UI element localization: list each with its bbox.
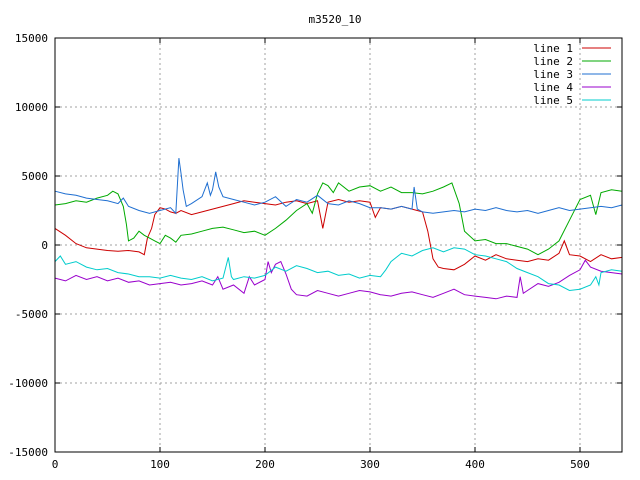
y-tick-label: -10000: [8, 377, 48, 390]
axis-tick-labels: 0 100 200 300 400 500 -15000 -10000 -5000 0 5000 10…: [8, 32, 590, 471]
y-tick-label: -15000: [8, 446, 48, 459]
series-line-1: [54, 198, 623, 271]
series-lines: [54, 158, 623, 300]
series-line-4: [54, 259, 623, 300]
x-tick-label: 200: [255, 458, 275, 471]
x-tick-label: 100: [150, 458, 170, 471]
series-line-2: [54, 182, 623, 256]
x-tick-label: 500: [570, 458, 590, 471]
axis-ticks: [54, 37, 622, 453]
y-tick-label: -5000: [15, 308, 48, 321]
x-tick-label: 300: [360, 458, 380, 471]
grid-lines: [55, 38, 622, 452]
chart-title: m3520_10: [309, 13, 362, 26]
series-line-5: [54, 247, 623, 292]
y-tick-label: 5000: [22, 170, 49, 183]
legend-label: line 4: [533, 81, 573, 94]
legend-label: line 2: [533, 55, 573, 68]
y-tick-label: 0: [41, 239, 48, 252]
y-tick-label: 15000: [15, 32, 48, 45]
x-tick-label: 400: [465, 458, 485, 471]
y-tick-label: 10000: [15, 101, 48, 114]
legend-label: line 5: [533, 94, 573, 107]
legend-label: line 3: [533, 68, 573, 81]
series-line-3: [54, 158, 623, 215]
legend-label: line 1: [533, 42, 573, 55]
x-tick-label: 0: [52, 458, 59, 471]
